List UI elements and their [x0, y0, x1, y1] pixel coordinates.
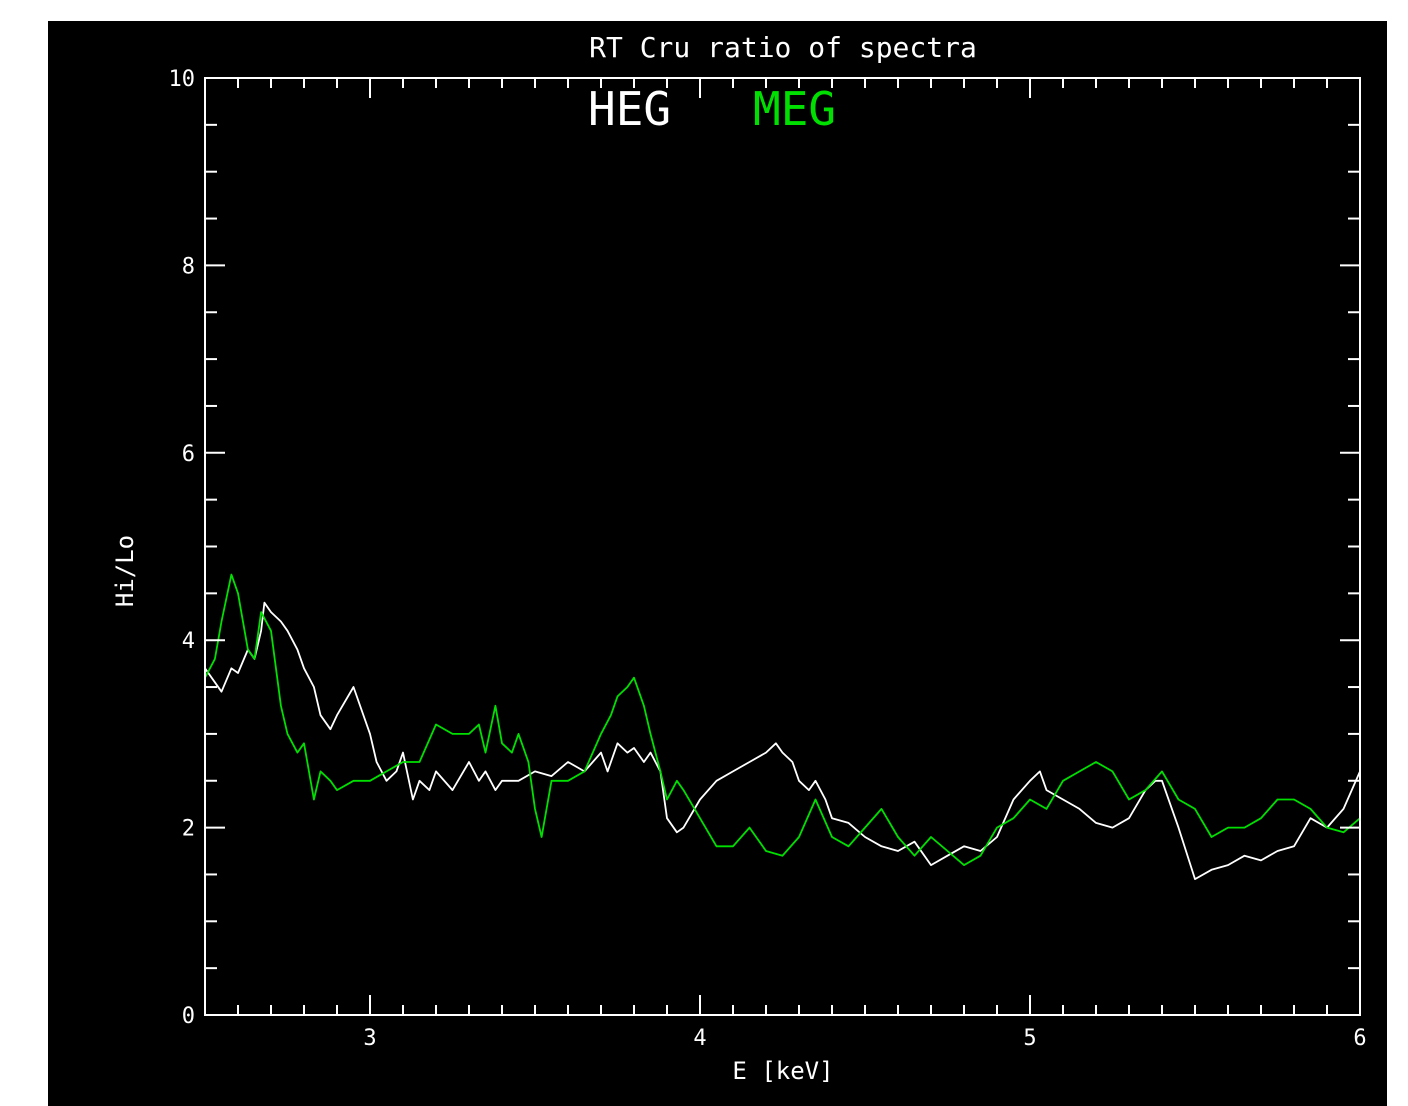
legend-entry-meg: MEG [753, 82, 836, 136]
y-tick-label: 2 [182, 817, 195, 842]
y-tick-label: 0 [182, 1004, 195, 1029]
x-tick-label: 4 [693, 1026, 706, 1051]
plot-area [204, 573, 1361, 880]
series-line-meg [204, 573, 1361, 866]
y-tick-label: 8 [182, 254, 195, 279]
y-tick-label: 10 [169, 67, 196, 92]
legend: HEG MEG [588, 82, 836, 136]
y-axis-label: Hi/Lo [111, 535, 139, 607]
chart-title: RT Cru ratio of spectra [589, 31, 977, 64]
legend-entry-heg: HEG [588, 82, 671, 136]
x-tick-label: 5 [1023, 1026, 1036, 1051]
axes-frame [204, 77, 1361, 1016]
y-tick-label: 6 [182, 442, 195, 467]
series-line-heg [204, 601, 1361, 880]
x-tick-label: 3 [363, 1026, 376, 1051]
y-axis: 0 2 4 6 8 10 [169, 67, 1360, 1029]
x-axis: 3 4 5 6 [204, 78, 1367, 1051]
plot-window: RT Cru ratio of spectra HEG MEG 3 4 5 6 0 2 4 6… [48, 21, 1387, 1106]
x-axis-label: E [keV] [732, 1057, 833, 1085]
ratio-chart: RT Cru ratio of spectra HEG MEG 3 4 5 6 0 2 4 6… [111, 31, 1367, 1085]
y-tick-label: 4 [182, 629, 195, 654]
x-tick-label: 6 [1353, 1026, 1366, 1051]
